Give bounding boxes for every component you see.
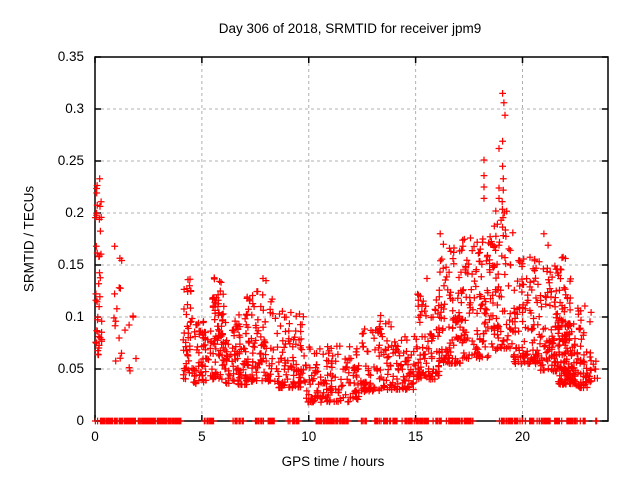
x-tick-label-5: 5 [198, 429, 206, 444]
y-tick-label-0.05: 0.05 [57, 361, 84, 376]
x-tick-label-10: 10 [301, 429, 317, 444]
y-tick-label-0.1: 0.1 [65, 309, 84, 324]
y-tick-label-0.25: 0.25 [57, 153, 84, 168]
x-axis-label: GPS time / hours [281, 454, 385, 469]
axis-ticks [94, 56, 608, 422]
x-tick-label-0: 0 [91, 429, 99, 444]
y-tick-label-0.15: 0.15 [57, 257, 84, 272]
x-tick-label-20: 20 [514, 429, 531, 444]
y-tick-label-0.3: 0.3 [65, 101, 84, 116]
y-tick-label-0.2: 0.2 [65, 205, 84, 220]
plot-border [94, 56, 609, 422]
y-tick-label-0: 0 [76, 413, 84, 428]
y-tick-label-0.35: 0.35 [57, 49, 84, 64]
data-points-srmtid [92, 90, 601, 425]
chart-title: Day 306 of 2018, SRMTID for receiver jpm… [218, 21, 482, 36]
gridlines [95, 57, 608, 421]
x-tick-label-15: 15 [408, 429, 424, 444]
